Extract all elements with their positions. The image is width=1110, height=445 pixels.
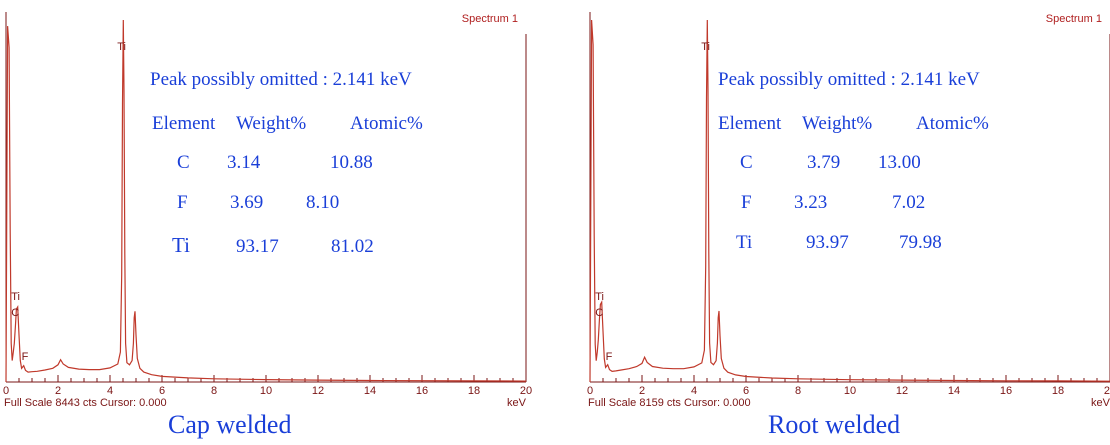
eds-spectrum-panel-cap: 0 2 4 6 8 10 12 14 16 18 20 Spectrum 1 Ti Ti C F Full Sc… bbox=[0, 0, 532, 445]
spectrum-line bbox=[5, 19, 527, 383]
table-row-weight: 93.17 bbox=[236, 236, 279, 257]
table-row-weight: 93.97 bbox=[806, 232, 849, 253]
x-tick-label: 20 bbox=[520, 385, 532, 397]
table-row-element: Ti bbox=[736, 232, 753, 253]
table-row-atomic: 10.88 bbox=[330, 152, 373, 173]
peak-label: Ti bbox=[595, 291, 604, 303]
panel-caption: Root welded bbox=[768, 410, 901, 439]
spectrum-label: Spectrum 1 bbox=[462, 13, 518, 25]
x-tick-label: 6 bbox=[159, 385, 165, 397]
x-tick-label: 0 bbox=[587, 385, 593, 397]
spectrum-label: Spectrum 1 bbox=[1046, 13, 1102, 25]
table-header-atomic: Atomic% bbox=[350, 113, 423, 134]
x-tick-label: 2 bbox=[639, 385, 645, 397]
x-tick-label: 10 bbox=[844, 385, 856, 397]
table-row-element: F bbox=[741, 192, 752, 213]
footer-text: Full Scale 8443 cts Cursor: 0.000 bbox=[4, 397, 167, 409]
x-tick-label: 4 bbox=[691, 385, 697, 397]
table-header-weight: Weight% bbox=[236, 113, 307, 134]
panel-caption: Cap welded bbox=[168, 410, 292, 439]
table-row-element: F bbox=[177, 192, 188, 213]
footer-text: Full Scale 8159 cts Cursor: 0.000 bbox=[588, 397, 751, 409]
table-row-atomic: 8.10 bbox=[306, 192, 340, 213]
table-row-element: Ti bbox=[172, 233, 190, 257]
spectrum-line bbox=[589, 19, 1110, 383]
x-tick-label: 4 bbox=[107, 385, 113, 397]
x-tick-label: 6 bbox=[743, 385, 749, 397]
table-row-weight: 3.23 bbox=[794, 192, 828, 213]
x-axis-unit-label: keV bbox=[507, 397, 527, 409]
table-row-atomic: 81.02 bbox=[331, 236, 374, 257]
table-row-weight: 3.14 bbox=[227, 152, 261, 173]
x-tick-label: 14 bbox=[364, 385, 376, 397]
x-tick-label: 20 bbox=[1104, 385, 1110, 397]
x-tick-label: 0 bbox=[3, 385, 9, 397]
peak-label: Ti bbox=[117, 41, 126, 53]
peak-omitted-note: Peak possibly omitted : 2.141 keV bbox=[718, 69, 980, 90]
table-row-atomic: 79.98 bbox=[899, 232, 942, 253]
x-tick-label: 2 bbox=[55, 385, 61, 397]
x-tick-label: 12 bbox=[312, 385, 324, 397]
x-tick-label: 8 bbox=[211, 385, 217, 397]
x-tick-label: 16 bbox=[416, 385, 428, 397]
x-axis-unit-label: keV bbox=[1091, 397, 1110, 409]
peak-label: C bbox=[11, 307, 19, 319]
peak-omitted-note: Peak possibly omitted : 2.141 keV bbox=[150, 69, 412, 90]
x-tick-label: 16 bbox=[1000, 385, 1012, 397]
x-tick-label: 10 bbox=[260, 385, 272, 397]
table-row-element: C bbox=[740, 152, 753, 173]
x-tick-label: 14 bbox=[948, 385, 960, 397]
x-tick-label: 8 bbox=[795, 385, 801, 397]
table-header-element: Element bbox=[152, 113, 216, 134]
peak-label: F bbox=[606, 351, 613, 363]
peak-label: F bbox=[22, 351, 29, 363]
x-tick-label: 18 bbox=[1052, 385, 1064, 397]
peak-label: Ti bbox=[701, 41, 710, 53]
peak-label: C bbox=[595, 307, 603, 319]
peak-label: Ti bbox=[11, 291, 20, 303]
x-tick-label: 18 bbox=[468, 385, 480, 397]
table-row-weight: 3.69 bbox=[230, 192, 264, 213]
table-header-atomic: Atomic% bbox=[916, 113, 989, 134]
table-row-atomic: 13.00 bbox=[878, 152, 921, 173]
x-tick-label: 12 bbox=[896, 385, 908, 397]
table-header-element: Element bbox=[718, 113, 782, 134]
table-row-weight: 3.79 bbox=[807, 152, 841, 173]
table-row-atomic: 7.02 bbox=[892, 192, 926, 213]
table-row-element: C bbox=[177, 152, 190, 173]
table-header-weight: Weight% bbox=[802, 113, 873, 134]
